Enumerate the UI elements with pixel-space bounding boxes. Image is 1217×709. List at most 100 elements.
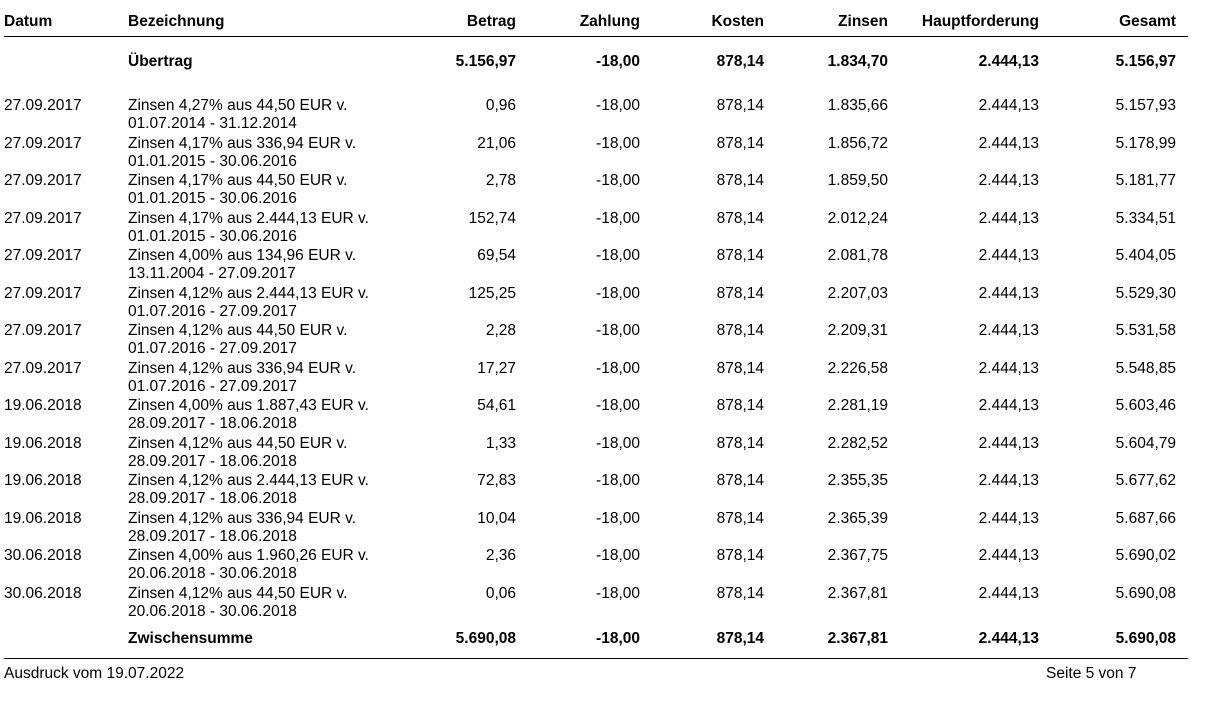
table-row: 19.06.2018 Zinsen 4,12% aus 2.444,13 EUR … [4,472,1188,510]
cell-kosten: 878,14 [716,509,764,527]
cell-gesamt: 5.531,58 [1115,322,1176,339]
table-row: 27.09.2017 Zinsen 4,00% aus 134,96 EUR v.… [4,247,1188,285]
table-row: 27.09.2017 Zinsen 4,12% aus 336,94 EUR v.… [4,360,1188,398]
cell-betrag: 2,28 [485,322,516,339]
header-bezeichnung: Bezeichnung [128,0,406,37]
cell-zahlung: -18,00 [596,547,640,564]
description-line-1: Zinsen 4,12% aus 2.444,13 EUR v. [128,472,369,489]
cell-datum: 19.06.2018 [4,397,82,414]
cell-bezeichnung: Zinsen 4,27% aus 44,50 EUR v. 01.07.2014 … [128,89,406,135]
cell-zahlung: -18,00 [596,397,640,414]
carry-over-label: Übertrag [128,53,193,70]
cell-zinsen: 2.281,19 [827,397,888,414]
cell-kosten: 878,14 [716,247,764,264]
description-period: 28.09.2017 - 18.06.2018 [128,490,297,507]
cell-bezeichnung: Zinsen 4,12% aus 336,94 EUR v. 28.09.2017… [128,510,406,548]
cell-datum: 27.09.2017 [4,209,82,227]
cell-kosten: 878,14 [716,322,764,339]
cell-betrag: 10,04 [477,509,516,527]
subtotal-hauptforderung: 2.444,13 [900,622,1051,659]
cell-zinsen: 2.355,35 [827,472,888,489]
cell-kosten: 878,14 [716,284,764,302]
cell-kosten: 878,14 [716,434,764,452]
description-period: 01.07.2016 - 27.09.2017 [128,302,297,320]
cell-zahlung: -18,00 [596,472,640,489]
cell-zahlung: -18,00 [596,509,640,527]
cell-betrag: 69,54 [477,247,516,264]
cell-zinsen: 2.367,75 [827,547,888,564]
description-line-1: Zinsen 4,27% aus 44,50 EUR v. [128,97,348,114]
table-row: 19.06.2018 Zinsen 4,12% aus 44,50 EUR v. 2… [4,435,1188,473]
cell-gesamt: 5.529,30 [1115,284,1176,302]
description-line-1: Zinsen 4,12% aus 44,50 EUR v. [128,584,348,602]
cell-datum: 19.06.2018 [4,434,82,452]
subtotal-row: Zwischensumme 5.690,08 -18,00 878,14 2.3… [4,622,1188,659]
table-row: 30.06.2018 Zinsen 4,00% aus 1.960,26 EUR … [4,547,1188,585]
carry-over-gesamt: 5.156,97 [1115,53,1176,70]
subtotal-label: Zwischensumme [128,622,406,659]
cell-betrag: 17,27 [477,359,516,377]
cell-datum: 27.09.2017 [4,359,82,377]
description-period: 01.07.2016 - 27.09.2017 [128,340,297,357]
cell-kosten: 878,14 [716,97,764,114]
cell-betrag: 125,25 [468,284,516,302]
description-period: 28.09.2017 - 18.06.2018 [128,527,297,545]
description-line-1: Zinsen 4,12% aus 336,94 EUR v. [128,509,357,527]
cell-datum: 27.09.2017 [4,247,82,264]
cell-bezeichnung: Zinsen 4,12% aus 2.444,13 EUR v. 01.07.20… [128,285,406,323]
cell-datum: 27.09.2017 [4,134,82,152]
cell-bezeichnung: Zinsen 4,12% aus 2.444,13 EUR v. 28.09.20… [128,472,406,510]
print-date: Ausdruck vom 19.07.2022 [4,665,185,682]
cell-betrag: 0,96 [485,97,516,114]
cell-kosten: 878,14 [716,547,764,564]
cell-hauptforderung: 2.444,13 [978,322,1039,339]
cell-hauptforderung: 2.444,13 [978,584,1039,602]
cell-zinsen: 2.207,03 [827,284,888,302]
description-period: 01.07.2014 - 31.12.2014 [128,115,297,132]
header-kosten: Kosten [652,0,776,37]
description-period: 20.06.2018 - 30.06.2018 [128,602,297,620]
table-row: 27.09.2017 Zinsen 4,12% aus 44,50 EUR v. 0… [4,322,1188,360]
description-line-1: Zinsen 4,00% aus 1.960,26 EUR v. [128,547,369,564]
cell-hauptforderung: 2.444,13 [978,209,1039,227]
cell-bezeichnung: Zinsen 4,00% aus 1.887,43 EUR v. 28.09.20… [128,397,406,435]
cell-hauptforderung: 2.444,13 [978,284,1039,302]
cell-gesamt: 5.181,77 [1115,172,1176,189]
cell-zahlung: -18,00 [596,97,640,114]
cell-hauptforderung: 2.444,13 [978,509,1039,527]
cell-bezeichnung: Zinsen 4,12% aus 44,50 EUR v. 28.09.2017 … [128,435,406,473]
subtotal-date [4,622,128,659]
subtotal-gesamt: 5.690,08 [1051,622,1188,659]
header-betrag: Betrag [406,0,528,37]
description-period: 01.01.2015 - 30.06.2016 [128,152,297,170]
header-datum: Datum [4,0,128,37]
description-period: 01.07.2016 - 27.09.2017 [128,377,297,395]
description-period: 01.01.2015 - 30.06.2016 [128,227,297,245]
table-row: 27.09.2017 Zinsen 4,27% aus 44,50 EUR v. 0… [4,89,1188,135]
subtotal-zahlung: -18,00 [528,622,652,659]
description-period: 28.09.2017 - 18.06.2018 [128,415,297,432]
cell-gesamt: 5.604,79 [1115,434,1176,452]
carry-over-hauptforderung: 2.444,13 [978,53,1039,70]
description-line-1: Zinsen 4,00% aus 1.887,43 EUR v. [128,397,369,414]
table-row: 27.09.2017 Zinsen 4,12% aus 2.444,13 EUR … [4,285,1188,323]
cell-hauptforderung: 2.444,13 [978,359,1039,377]
cell-bezeichnung: Zinsen 4,12% aus 44,50 EUR v. 20.06.2018 … [128,585,406,623]
cell-datum: 19.06.2018 [4,509,82,527]
cell-gesamt: 5.690,02 [1115,547,1176,564]
description-period: 13.11.2004 - 27.09.2017 [128,265,296,282]
header-gesamt: Gesamt [1051,0,1188,37]
page-number: Seite 5 von 7 [1046,665,1137,682]
description-line-1: Zinsen 4,12% aus 44,50 EUR v. [128,434,348,452]
cell-zahlung: -18,00 [596,134,640,152]
cell-kosten: 878,14 [716,472,764,489]
cell-bezeichnung: Zinsen 4,00% aus 1.960,26 EUR v. 20.06.20… [128,547,406,585]
cell-hauptforderung: 2.444,13 [978,247,1039,264]
cell-kosten: 878,14 [716,397,764,414]
description-line-1: Zinsen 4,00% aus 134,96 EUR v. [128,247,357,264]
description-line-1: Zinsen 4,12% aus 44,50 EUR v. [128,322,348,339]
statement-table: Datum Bezeichnung Betrag Zahlung Kosten … [4,0,1188,659]
header-hauptforderung: Hauptforderung [900,0,1051,37]
table-header-row: Datum Bezeichnung Betrag Zahlung Kosten … [4,0,1188,37]
cell-betrag: 2,78 [485,172,516,189]
